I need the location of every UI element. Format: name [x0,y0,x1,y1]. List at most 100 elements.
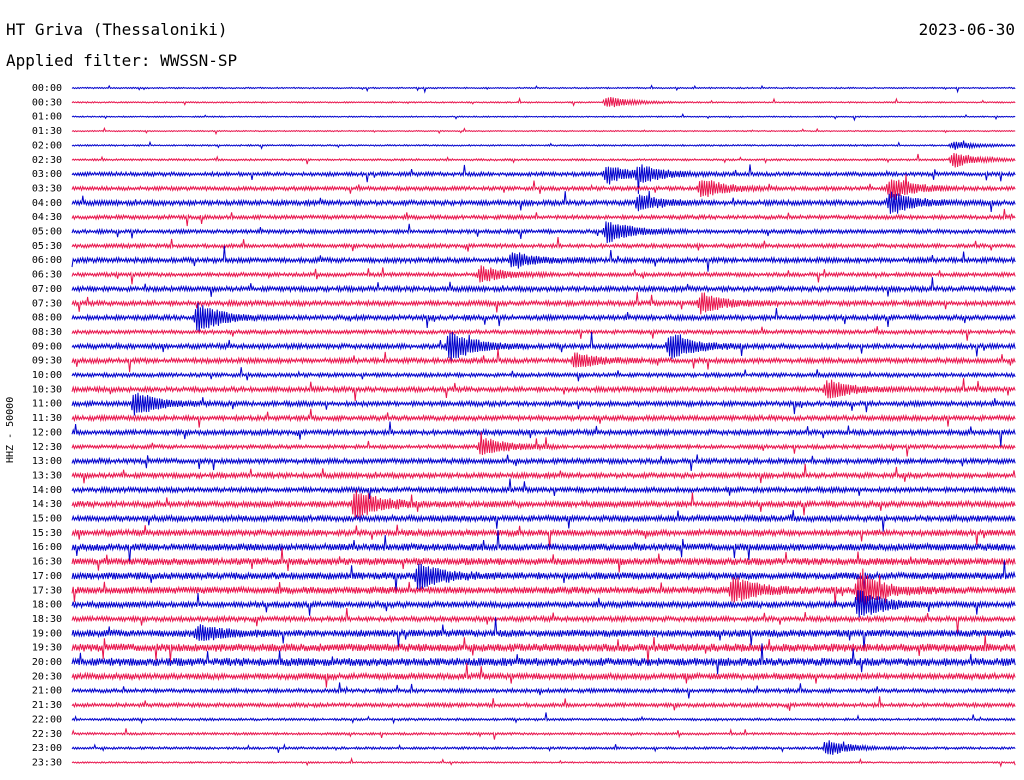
trace-line [71,524,1016,551]
row-label: 01:30 [32,126,62,137]
row-label: 18:00 [32,600,62,611]
station-title: HT Griva (Thessaloniki) [6,20,228,39]
row-label: 02:00 [32,140,62,151]
trace-line [71,509,1016,532]
row-label: 04:00 [32,198,62,209]
row-label: 04:30 [32,212,62,223]
trace-line [71,126,1016,136]
trace-line [71,454,1016,471]
row-label: 00:00 [32,83,62,94]
trace-line [71,682,1016,699]
row-label: 10:00 [32,370,62,381]
row-label: 18:30 [32,614,62,625]
trace-line [71,696,1016,711]
trace-line [71,164,1016,194]
trace-line [71,560,1016,593]
trace-line [71,728,1016,740]
row-label: 08:00 [32,313,62,324]
trace-line [71,712,1016,725]
row-label: 19:30 [32,643,62,654]
traces-group [71,84,1016,768]
trace-line [71,378,1016,402]
trace-line [71,643,1016,675]
row-label: 21:30 [32,700,62,711]
date-label: 2023-06-30 [918,20,1015,39]
trace-line [71,463,1016,484]
trace-line [71,367,1016,382]
trace-line [71,208,1016,227]
trace-line [71,568,1016,608]
trace-line [71,221,1016,244]
row-label: 17:30 [32,585,62,596]
row-label: 03:30 [32,183,62,194]
trace-line [71,662,1016,688]
trace-line [71,331,1016,362]
row-label: 20:00 [32,657,62,668]
trace-line [71,96,1016,108]
trace-line [71,478,1016,500]
trace-line [71,635,1016,664]
row-label: 12:30 [32,442,62,453]
trace-line [71,237,1016,252]
row-label: 07:00 [32,284,62,295]
row-label: 20:30 [32,671,62,682]
row-label: 05:30 [32,241,62,252]
row-label: 12:00 [32,427,62,438]
trace-line [71,740,1016,755]
row-label: 00:30 [32,97,62,108]
row-label: 06:00 [32,255,62,266]
trace-line [71,302,1016,334]
trace-line [71,408,1016,428]
trace-line [71,431,1016,457]
trace-line [71,326,1016,341]
row-label: 13:00 [32,456,62,467]
row-label: 22:00 [32,714,62,725]
trace-line [71,277,1016,297]
row-label: 03:00 [32,169,62,180]
row-label: 22:30 [32,729,62,740]
trace-line [71,190,1016,214]
row-label: 14:00 [32,485,62,496]
row-label: 19:00 [32,628,62,639]
row-label: 01:00 [32,112,62,123]
trace-line [71,490,1016,520]
trace-line [71,608,1016,634]
row-label: 09:30 [32,356,62,367]
trace-line [71,547,1016,573]
trace-line [71,590,1016,618]
trace-line [71,756,1016,768]
row-label: 05:00 [32,227,62,238]
row-label: 16:00 [32,542,62,553]
trace-line [71,348,1016,373]
row-labels-group: 00:00 00:30 01:00 01:30 02:00 02:30 03:00 03:30… [32,83,62,768]
filter-label: Applied filter: WWSSN-SP [6,51,238,70]
trace-line [71,265,1016,285]
row-label: 23:30 [32,757,62,768]
trace-line [71,84,1016,94]
row-label: 09:00 [32,341,62,352]
row-label: 13:30 [32,470,62,481]
trace-line [71,617,1016,651]
row-label: 06:30 [32,270,62,281]
trace-line [71,292,1016,315]
row-label: 23:00 [32,743,62,754]
row-label: 15:30 [32,528,62,539]
row-label: 14:30 [32,499,62,510]
row-label: 11:30 [32,413,62,424]
trace-line [71,392,1016,416]
row-label: 17:00 [32,571,62,582]
trace-line [71,140,1016,150]
row-label: 02:30 [32,155,62,166]
trace-line [71,530,1016,564]
row-label: 21:00 [32,686,62,697]
row-label: 10:30 [32,384,62,395]
trace-line [71,245,1016,272]
row-label: 11:00 [32,399,62,410]
trace-line [71,113,1016,122]
row-label: 15:00 [32,514,62,525]
trace-line [71,153,1016,168]
row-label: 16:30 [32,557,62,568]
row-label: 07:30 [32,298,62,309]
trace-line [71,174,1016,200]
